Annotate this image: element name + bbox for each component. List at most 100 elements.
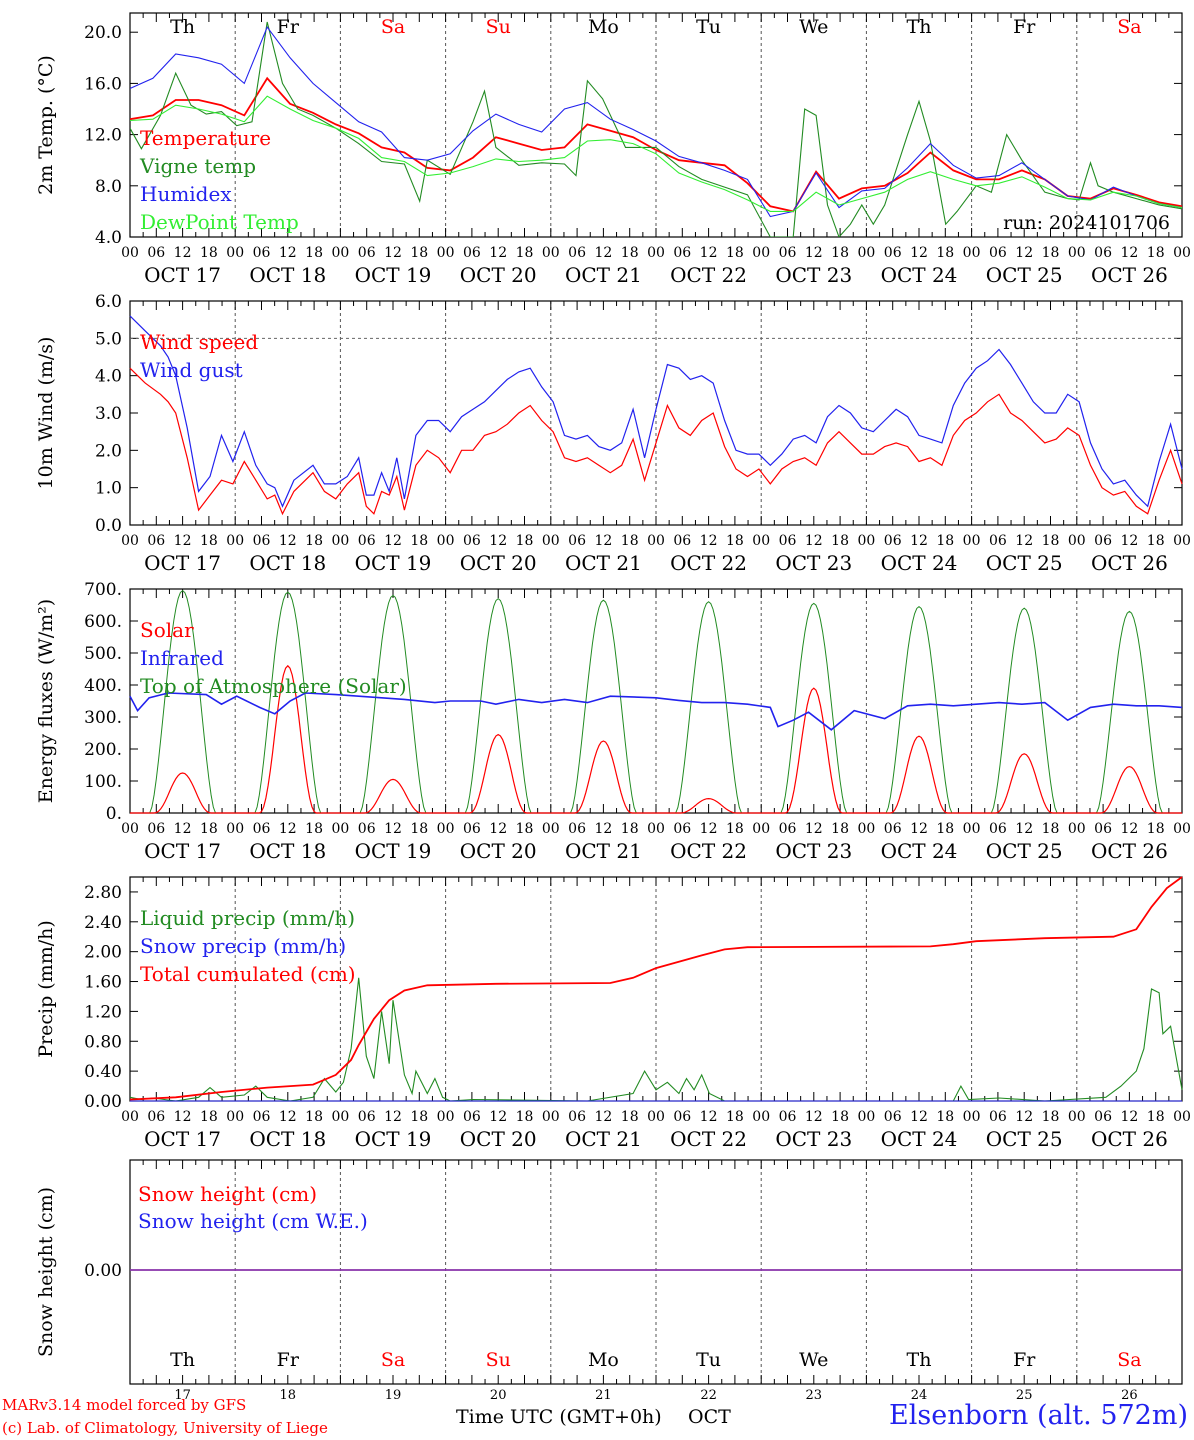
hour-tick-label: 06	[147, 821, 165, 837]
hour-tick-label: 06	[673, 821, 691, 837]
model-credit: MARv3.14 model forced by GFS	[2, 1396, 247, 1414]
y-tick-label: 500.	[84, 644, 122, 664]
hour-tick-label: 06	[779, 1109, 797, 1125]
y-tick-label: 3.0	[95, 404, 122, 424]
hour-tick-label: 18	[831, 821, 849, 837]
hour-tick-label: 06	[1094, 1109, 1112, 1125]
hour-tick-label: 06	[568, 821, 586, 837]
hour-tick-label: 12	[384, 245, 402, 261]
hour-tick-label: 00	[963, 533, 981, 549]
hour-tick-label: 06	[568, 245, 586, 261]
hour-tick-label: 18	[936, 821, 954, 837]
hour-tick-label: 06	[253, 821, 271, 837]
hour-tick-label: 00	[542, 533, 560, 549]
y-tick-label: 2.00	[84, 943, 122, 963]
hour-tick-label: 00	[226, 821, 244, 837]
hour-tick-label: 12	[489, 821, 507, 837]
hour-tick-label: 18	[621, 245, 639, 261]
day-number-label: 22	[700, 1388, 717, 1403]
hour-tick-label: 00	[857, 821, 875, 837]
hour-tick-label: 00	[857, 1109, 875, 1125]
day-number-label: 23	[806, 1388, 823, 1403]
hour-tick-label: 12	[384, 821, 402, 837]
panel-1-ylabel: 2m Temp. (°C)	[35, 55, 57, 195]
toa-solar-day-curve	[445, 597, 551, 814]
hour-tick-label: 12	[700, 245, 718, 261]
hour-tick-label: 00	[542, 245, 560, 261]
hour-tick-label: 00	[1173, 821, 1191, 837]
hour-tick-label: 06	[673, 245, 691, 261]
hour-tick-label: 18	[726, 245, 744, 261]
panel-1-legend-entry: Temperature	[140, 126, 271, 150]
date-label: OCT 21	[565, 839, 642, 863]
panel-3-legend-entry: Solar	[140, 618, 194, 642]
hour-tick-label: 18	[831, 1109, 849, 1125]
hour-tick-label: 06	[463, 245, 481, 261]
solar-day-curve	[340, 778, 446, 814]
y-tick-label: 200.	[84, 740, 122, 760]
hour-tick-label: 06	[568, 533, 586, 549]
hour-tick-label: 12	[1120, 1109, 1138, 1125]
hour-tick-label: 00	[752, 533, 770, 549]
hour-tick-label: 18	[305, 245, 323, 261]
date-label: OCT 25	[986, 1127, 1063, 1151]
station-name: Elsenborn (alt. 572m)	[889, 1400, 1188, 1431]
hour-tick-label: 00	[121, 1109, 139, 1125]
hour-tick-label: 12	[910, 821, 928, 837]
y-tick-label: 2.0	[95, 441, 122, 461]
series-line-dewpoint-temp	[130, 95, 1182, 212]
hour-tick-label: 18	[516, 1109, 534, 1125]
hour-tick-label: 18	[726, 533, 744, 549]
date-label: OCT 21	[565, 263, 642, 287]
solar-day-curve	[550, 740, 656, 814]
hour-tick-label: 06	[1094, 533, 1112, 549]
date-label: OCT 19	[355, 1127, 432, 1151]
hour-tick-label: 06	[358, 821, 376, 837]
weekday-label-bottom: Tu	[696, 1349, 721, 1371]
hour-tick-label: 12	[174, 245, 192, 261]
hour-tick-label: 06	[884, 245, 902, 261]
weekday-label-top: Th	[170, 16, 195, 38]
day-number-label: 26	[1121, 1388, 1138, 1403]
hour-tick-label: 00	[963, 821, 981, 837]
panel-1-legend-entry: Humidex	[140, 182, 232, 206]
hour-tick-label: 12	[594, 533, 612, 549]
series-line-infrared	[129, 692, 1183, 731]
toa-solar-day-curve	[761, 602, 867, 814]
y-tick-label: 20.0	[84, 23, 122, 43]
date-label: OCT 18	[249, 551, 326, 575]
y-tick-label: 0.00	[84, 1261, 122, 1281]
date-label: OCT 22	[670, 839, 747, 863]
y-tick-label: 300.	[84, 708, 122, 728]
hour-tick-label: 06	[673, 1109, 691, 1125]
hour-tick-label: 00	[331, 1109, 349, 1125]
hour-tick-label: 12	[489, 245, 507, 261]
time-axis-label: Time UTC (GMT+0h)	[456, 1406, 662, 1428]
hour-tick-label: 06	[779, 245, 797, 261]
hour-tick-label: 18	[410, 1109, 428, 1125]
hour-tick-label: 00	[437, 533, 455, 549]
run-label: run: 2024101706	[1003, 212, 1170, 234]
weekday-label-bottom: Fr	[277, 1349, 300, 1371]
weekday-label-bottom: Su	[486, 1349, 511, 1371]
day-number-label: 21	[595, 1388, 612, 1403]
date-label: OCT 23	[775, 1127, 852, 1151]
weekday-label-bottom: Mo	[588, 1349, 619, 1371]
date-label: OCT 19	[355, 551, 432, 575]
solar-day-curve	[130, 772, 236, 814]
weekday-label-top: Su	[486, 16, 511, 38]
hour-tick-label: 18	[305, 1109, 323, 1125]
weekday-label-top: Th	[907, 16, 932, 38]
hour-tick-label: 06	[147, 245, 165, 261]
hour-tick-label: 00	[857, 533, 875, 549]
y-tick-label: 700.	[84, 580, 122, 600]
hour-tick-label: 00	[121, 245, 139, 261]
y-tick-label: 100.	[84, 772, 122, 792]
panel-4-ylabel: Precip (mm/h)	[35, 920, 57, 1058]
day-number-label: 24	[911, 1388, 928, 1403]
y-tick-label: 2.40	[84, 913, 122, 933]
hour-tick-label: 06	[989, 821, 1007, 837]
hour-tick-label: 18	[1042, 245, 1060, 261]
hour-tick-label: 12	[279, 821, 297, 837]
solar-day-curve	[235, 664, 341, 814]
